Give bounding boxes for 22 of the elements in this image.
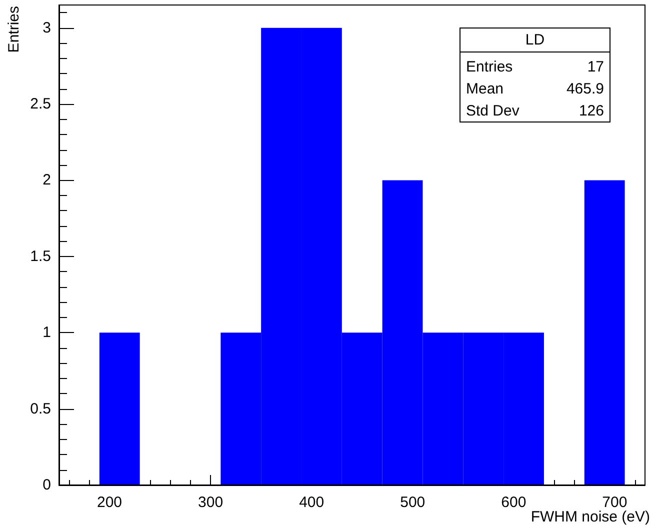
text: LD [525, 32, 545, 48]
y-tick-label: 1 [42, 324, 51, 342]
annotation: 465.9 [566, 80, 604, 98]
y-tick-label: 0.5 [30, 400, 51, 418]
y-tick-label: 0 [42, 476, 51, 494]
annotation: Mean [466, 80, 504, 98]
y-tick-label: 2.5 [30, 96, 51, 113]
annotation: Std Dev [466, 102, 520, 120]
annotation: Entries [466, 58, 513, 76]
y-tick-label: 2 [42, 172, 51, 189]
x-tick-label: 500 [400, 494, 426, 511]
x-tick-label: 400 [299, 494, 324, 511]
x-axis-title: FWHM noise (eV) [530, 508, 650, 526]
annotation: 17 [587, 58, 604, 76]
x-tick-label: 700 [602, 494, 628, 511]
x-tick-label: 300 [198, 494, 224, 511]
y-tick-label: 1.5 [30, 248, 51, 265]
y-axis-title: Entries [6, 6, 22, 53]
y-tick-label: 3 [42, 19, 51, 36]
x-tick-label: 200 [97, 494, 122, 511]
annotation: 126 [578, 102, 604, 120]
x-tick-label: 600 [501, 494, 526, 511]
